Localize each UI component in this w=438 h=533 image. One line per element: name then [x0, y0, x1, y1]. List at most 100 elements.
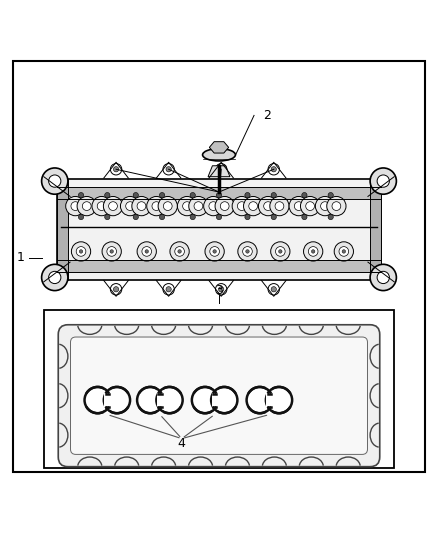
Circle shape	[103, 197, 123, 216]
Bar	[104, 387, 110, 413]
Circle shape	[97, 201, 106, 211]
Circle shape	[268, 284, 279, 295]
Circle shape	[145, 249, 148, 253]
Circle shape	[304, 242, 323, 261]
Circle shape	[220, 201, 229, 211]
Circle shape	[102, 242, 121, 261]
Circle shape	[163, 164, 174, 175]
Circle shape	[159, 192, 165, 198]
Circle shape	[264, 201, 272, 211]
Circle shape	[137, 201, 146, 211]
Circle shape	[268, 164, 279, 175]
Circle shape	[271, 287, 276, 292]
Circle shape	[270, 197, 289, 216]
Circle shape	[332, 201, 341, 211]
Circle shape	[147, 197, 166, 216]
Circle shape	[110, 249, 113, 253]
Bar	[157, 387, 163, 413]
Circle shape	[110, 164, 122, 175]
Circle shape	[306, 201, 314, 211]
Circle shape	[237, 201, 246, 211]
Circle shape	[133, 192, 138, 198]
FancyBboxPatch shape	[58, 325, 380, 467]
Polygon shape	[208, 166, 230, 177]
Circle shape	[175, 247, 184, 256]
Circle shape	[211, 387, 237, 413]
Circle shape	[113, 167, 119, 172]
Circle shape	[245, 214, 250, 220]
FancyBboxPatch shape	[71, 337, 367, 455]
Circle shape	[178, 249, 181, 253]
Circle shape	[249, 201, 258, 211]
Circle shape	[120, 197, 140, 216]
Circle shape	[78, 214, 84, 220]
Circle shape	[209, 201, 218, 211]
Circle shape	[308, 247, 318, 256]
Circle shape	[194, 201, 203, 211]
Circle shape	[271, 242, 290, 261]
Bar	[266, 387, 272, 413]
Circle shape	[342, 249, 346, 253]
Circle shape	[377, 271, 389, 284]
Circle shape	[271, 192, 276, 198]
Circle shape	[156, 387, 183, 413]
Circle shape	[370, 168, 396, 194]
Circle shape	[107, 247, 117, 256]
Circle shape	[334, 242, 353, 261]
Circle shape	[42, 168, 68, 194]
Circle shape	[49, 175, 61, 187]
Circle shape	[183, 201, 191, 211]
Circle shape	[377, 175, 389, 187]
Circle shape	[189, 197, 208, 216]
Circle shape	[79, 249, 83, 253]
Bar	[57, 179, 381, 280]
Circle shape	[109, 201, 117, 211]
Circle shape	[247, 387, 273, 413]
Circle shape	[77, 197, 96, 216]
Circle shape	[210, 247, 219, 256]
Circle shape	[177, 197, 197, 216]
Circle shape	[159, 214, 165, 220]
Circle shape	[205, 242, 224, 261]
Circle shape	[245, 192, 250, 198]
Circle shape	[300, 197, 320, 216]
Circle shape	[133, 214, 138, 220]
Circle shape	[113, 287, 119, 292]
Circle shape	[370, 264, 396, 290]
Circle shape	[302, 214, 307, 220]
Circle shape	[271, 214, 276, 220]
Circle shape	[204, 197, 223, 216]
Circle shape	[328, 192, 333, 198]
Circle shape	[276, 247, 285, 256]
Circle shape	[216, 214, 222, 220]
Circle shape	[339, 247, 349, 256]
Circle shape	[71, 242, 91, 261]
Circle shape	[271, 167, 276, 172]
Circle shape	[137, 242, 156, 261]
Polygon shape	[209, 142, 229, 153]
Circle shape	[170, 242, 189, 261]
Circle shape	[219, 167, 224, 172]
Bar	[57, 179, 68, 280]
Circle shape	[78, 192, 84, 198]
Circle shape	[190, 192, 195, 198]
Circle shape	[71, 201, 80, 211]
Bar	[44, 310, 394, 468]
Text: 1: 1	[17, 251, 25, 264]
Circle shape	[246, 249, 249, 253]
Circle shape	[158, 197, 177, 216]
Circle shape	[66, 197, 85, 216]
Circle shape	[163, 201, 172, 211]
Circle shape	[238, 242, 257, 261]
Text: 4: 4	[178, 438, 186, 450]
Circle shape	[258, 197, 278, 216]
Circle shape	[311, 249, 315, 253]
Circle shape	[110, 284, 122, 295]
Circle shape	[244, 197, 263, 216]
Circle shape	[302, 192, 307, 198]
Circle shape	[215, 197, 234, 216]
Circle shape	[192, 387, 218, 413]
Circle shape	[289, 197, 308, 216]
Circle shape	[219, 287, 224, 292]
Circle shape	[243, 247, 252, 256]
